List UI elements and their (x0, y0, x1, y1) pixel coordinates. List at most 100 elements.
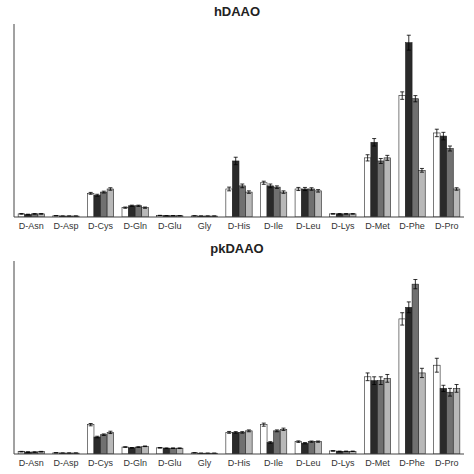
chart: hDAAOD-AsnD-AspD-CysD-GlnD-GluGlyD-HisD-… (0, 0, 474, 474)
bar (447, 392, 454, 454)
error-bar (102, 434, 106, 436)
bar (260, 425, 267, 454)
error-bar (227, 187, 231, 191)
title: hDAAO (214, 4, 260, 19)
x-tick-label: D-Phe (399, 458, 425, 468)
x-tick-label: D-Asn (19, 458, 44, 468)
error-bar (54, 215, 58, 216)
error-bar (193, 452, 197, 453)
bar (129, 206, 136, 217)
bar (274, 431, 281, 454)
error-bar (310, 188, 314, 190)
error-bar (338, 451, 342, 452)
x-tick-label: D-Lys (331, 221, 355, 231)
title: pkDAAO (210, 241, 263, 256)
error-bar (19, 213, 23, 215)
x-tick-label: D-Gln (123, 458, 147, 468)
error-bars (19, 313, 438, 453)
error-bar (171, 215, 175, 216)
bar (453, 189, 460, 217)
error-bar (247, 430, 251, 432)
error-bar (385, 155, 389, 160)
bar (315, 191, 322, 217)
bar (176, 448, 183, 454)
error-bar (240, 432, 244, 434)
error-bar (351, 451, 355, 452)
x-tick-label: D-Pro (435, 458, 459, 468)
x-tick-label: D-Asn (19, 221, 44, 231)
bar (419, 373, 426, 454)
error-bar (178, 215, 182, 216)
bar (267, 442, 274, 454)
bar (274, 187, 281, 217)
error-bar (379, 377, 383, 385)
error-bar (19, 451, 23, 453)
error-bar (143, 207, 147, 208)
error-bar (338, 213, 342, 214)
error-bar (39, 451, 43, 453)
bar (135, 447, 142, 454)
panel: hDAAOD-AsnD-AspD-CysD-GlnD-GluGlyD-HisD-… (14, 4, 464, 231)
error-bar (372, 377, 376, 385)
error-bar (435, 129, 439, 136)
x-tick-label: D-Glu (158, 221, 182, 231)
error-bar (303, 187, 307, 190)
error-bar (448, 146, 452, 151)
bar (371, 381, 378, 454)
error-bar (400, 92, 404, 99)
x-tick-label: D-Cys (88, 458, 113, 468)
error-bar (26, 451, 30, 453)
error-bar (448, 388, 452, 396)
error-bar (164, 215, 168, 216)
error-bars (33, 280, 452, 454)
bar (239, 186, 246, 217)
bar (246, 192, 253, 217)
bar (295, 189, 302, 217)
error-bar (385, 374, 389, 382)
bar (377, 381, 384, 454)
x-tick-label: D-Gln (123, 221, 147, 231)
bar-series (31, 284, 453, 454)
bar (434, 133, 441, 217)
error-bar (240, 184, 244, 188)
error-bars (39, 368, 458, 453)
bar (412, 284, 419, 454)
y-axis-line (14, 24, 15, 217)
x-tick-label: Gly (198, 221, 212, 231)
error-bar (455, 385, 459, 393)
error-bar (33, 213, 37, 215)
error-bar (247, 191, 251, 193)
bar (384, 158, 391, 217)
error-bar (26, 214, 30, 216)
x-tick-label: D-Asp (53, 221, 78, 231)
error-bar (455, 188, 459, 190)
error-bar (102, 191, 106, 193)
error-bar (193, 215, 197, 216)
error-bar (316, 190, 320, 192)
error-bar (178, 447, 182, 449)
x-tick-label: D-Pro (435, 221, 459, 231)
bar (399, 96, 406, 217)
bar (94, 195, 101, 217)
bar (412, 99, 419, 217)
error-bar (33, 451, 37, 453)
error-bar (234, 432, 238, 434)
x-tick-label: D-Glu (158, 458, 182, 468)
bar (434, 365, 441, 454)
error-bar (136, 446, 140, 448)
x-tick-label: D-Ile (264, 458, 283, 468)
error-bar (275, 430, 279, 432)
error-bar (407, 35, 411, 50)
bar (122, 208, 129, 217)
bar-series (18, 319, 440, 454)
bar (364, 377, 371, 454)
error-bar (171, 447, 175, 449)
error-bar (344, 451, 348, 452)
x-tick-label: D-Met (365, 221, 390, 231)
bar (267, 186, 274, 217)
bar (447, 149, 454, 217)
error-bar (441, 385, 445, 391)
error-bar (158, 215, 162, 216)
error-bar (89, 424, 93, 426)
bar (315, 442, 322, 454)
